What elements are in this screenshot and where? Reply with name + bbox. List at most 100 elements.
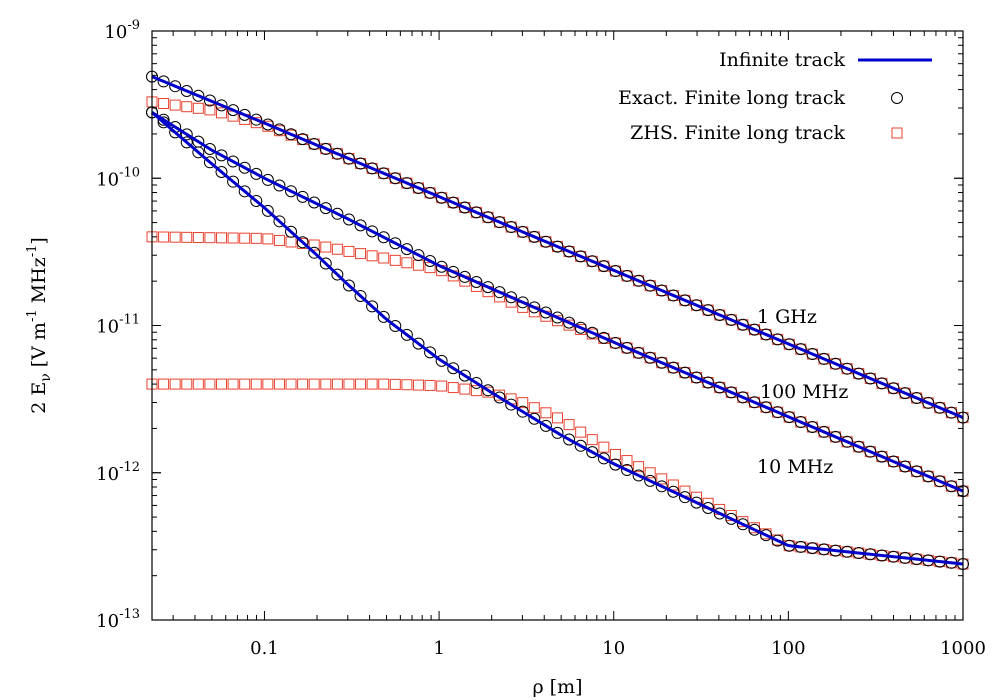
exact-circle-marker <box>238 108 251 121</box>
exact-circle-marker <box>481 211 494 224</box>
exact-circle-marker <box>435 191 448 204</box>
zhs-square-marker <box>250 232 262 244</box>
exact-circle-marker <box>632 346 645 359</box>
exact-circle-marker <box>424 186 437 199</box>
zhs-square-marker <box>192 232 204 244</box>
zhs-square-marker <box>216 107 228 119</box>
exact-circle-marker <box>354 157 367 170</box>
exact-circle-marker <box>945 480 958 493</box>
exact-circle-marker <box>586 446 599 459</box>
exact-circle-marker <box>273 215 286 228</box>
exact-circle-marker <box>852 367 865 380</box>
zhs-square-marker <box>412 379 424 391</box>
zhs-square-marker <box>273 234 285 246</box>
series-label: 100 MHz <box>760 381 848 403</box>
exact-circle-marker <box>354 219 367 232</box>
zhs-square-marker <box>436 380 448 392</box>
exact-circle-marker <box>760 328 773 341</box>
zhs-square-marker <box>355 378 367 390</box>
infinite-track-line-1 <box>151 111 964 493</box>
exact-circle-marker <box>748 323 761 336</box>
zhs-square-marker <box>586 434 598 446</box>
exact-circle-marker <box>319 257 332 270</box>
zhs-square-marker <box>308 378 320 390</box>
exact-circle-marker <box>331 268 344 281</box>
exact-circle-marker <box>933 475 946 488</box>
exact-circle-marker <box>319 142 332 155</box>
exact-circle-marker <box>563 316 576 329</box>
exact-circle-marker <box>899 387 912 400</box>
exact-circle-marker <box>678 366 691 379</box>
exact-circle-marker <box>447 362 460 375</box>
y-tick-label: 10-10 <box>96 165 140 190</box>
zhs-square-marker <box>401 379 413 391</box>
zhs-square-marker <box>216 232 228 244</box>
exact-circle-marker <box>806 348 819 361</box>
exact-circle-marker <box>702 376 715 389</box>
exact-circle-marker <box>655 284 668 297</box>
zhs-square-marker <box>575 426 587 438</box>
exact-circle-marker <box>841 435 854 448</box>
exact-circle-marker <box>690 496 703 509</box>
exact-circle-marker <box>331 207 344 220</box>
exact-circle-marker <box>296 236 309 249</box>
zhs-square-marker <box>227 232 239 244</box>
infinite-track-line-0 <box>151 75 964 419</box>
x-tick-label: 1000 <box>940 638 986 659</box>
legend-label: ZHS. Finite long track <box>630 122 845 144</box>
exact-circle-marker <box>597 331 610 344</box>
exact-circle-marker <box>736 391 749 404</box>
zhs-square-marker <box>540 407 552 419</box>
exact-circle-marker <box>725 386 738 399</box>
exact-circle-marker <box>644 351 657 364</box>
zhs-square-marker <box>169 99 181 111</box>
exact-circle-marker <box>366 300 379 313</box>
exact-circle-marker <box>771 534 784 547</box>
exact-circle-marker <box>157 113 170 126</box>
exact-circle-marker <box>864 372 877 385</box>
exact-circle-marker <box>389 320 402 333</box>
exact-circle-marker <box>667 289 680 302</box>
exact-circle-marker <box>609 265 622 278</box>
exact-circle-marker <box>389 172 402 185</box>
exact-circle-marker <box>736 318 749 331</box>
exact-circle-marker <box>470 206 483 219</box>
exact-circle-marker <box>400 328 413 341</box>
exact-circle-marker <box>725 512 738 525</box>
exact-circle-marker <box>435 260 448 273</box>
exact-circle-marker <box>157 75 170 88</box>
zhs-square-marker <box>204 104 216 116</box>
exact-circle-marker <box>505 398 518 411</box>
exact-circle-marker <box>655 480 668 493</box>
exact-circle-marker <box>412 249 425 262</box>
exact-circle-marker <box>285 185 298 198</box>
exact-circle-marker <box>760 401 773 414</box>
exact-circle-marker <box>493 216 506 229</box>
zhs-square-marker <box>250 378 262 390</box>
zhs-square-marker <box>401 257 413 269</box>
zhs-square-marker <box>158 231 170 243</box>
exact-circle-marker <box>227 175 240 188</box>
zhs-square-marker <box>552 412 563 424</box>
legend-square-swatch <box>891 127 903 139</box>
zhs-square-marker <box>169 231 181 243</box>
zhs-square-marker <box>378 252 390 264</box>
exact-circle-marker <box>377 167 390 180</box>
exact-circle-marker <box>690 371 703 384</box>
exact-circle-marker <box>563 433 576 446</box>
x-tick-label: 10 <box>602 638 625 659</box>
exact-circle-marker <box>342 213 355 226</box>
y-axis-label: 2 Eν [V m-1 MHz-1] <box>25 237 54 414</box>
exact-circle-marker <box>180 128 193 141</box>
exact-circle-marker <box>354 289 367 302</box>
x-tick-label: 0.1 <box>250 638 279 659</box>
zhs-square-marker <box>656 473 668 485</box>
exact-circle-marker <box>771 333 784 346</box>
exact-circle-marker <box>597 260 610 273</box>
zhs-square-marker <box>273 378 285 390</box>
exact-circle-marker <box>586 255 599 268</box>
series-label: 1 GHz <box>757 306 817 328</box>
exact-circle-marker <box>667 485 680 498</box>
zhs-square-marker <box>563 419 575 431</box>
